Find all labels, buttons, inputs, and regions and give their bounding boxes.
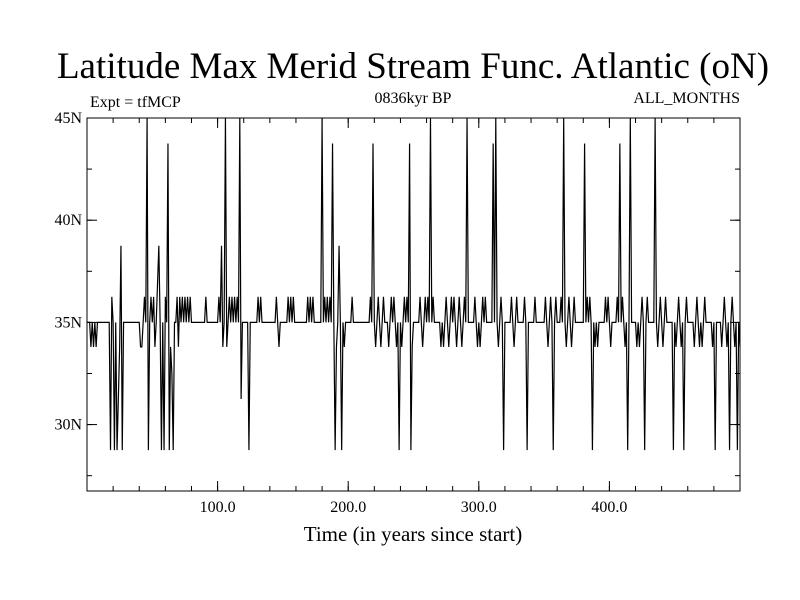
plot-area: 100.0 200.0 300.0 400.0 30N 35N 40N 45N bbox=[54, 110, 741, 516]
subtitle-months: ALL_MONTHS bbox=[633, 90, 740, 107]
y-tick-label: 45N bbox=[54, 110, 82, 127]
x-tick-label: 200.0 bbox=[330, 499, 366, 516]
y-axis: 30N 35N 40N 45N bbox=[54, 110, 740, 477]
subtitle-period: 0836kyr BP bbox=[375, 90, 452, 107]
x-tick-label: 400.0 bbox=[591, 499, 627, 516]
y-tick-label: 30N bbox=[54, 417, 82, 434]
x-axis: 100.0 200.0 300.0 400.0 bbox=[112, 118, 715, 516]
x-tick-label: 300.0 bbox=[461, 499, 497, 516]
plot-frame bbox=[86, 117, 741, 492]
x-tick-label: 100.0 bbox=[200, 499, 236, 516]
chart-title: Latitude Max Merid Stream Func. Atlantic… bbox=[57, 46, 769, 87]
x-axis-label: Time (in years since start) bbox=[304, 522, 523, 546]
y-tick-label: 35N bbox=[54, 314, 82, 331]
y-tick-label: 40N bbox=[54, 212, 82, 229]
series-line bbox=[87, 117, 741, 451]
subtitle-experiment: Expt = tfMCP bbox=[90, 94, 181, 111]
